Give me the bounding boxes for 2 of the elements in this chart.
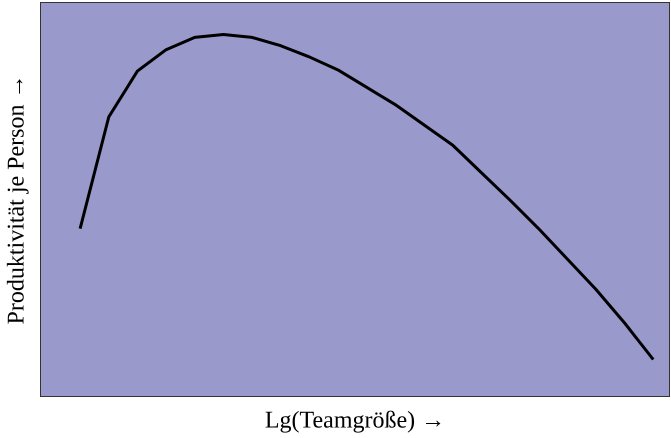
x-axis-title: Lg(Teamgröße) → bbox=[264, 408, 446, 434]
y-axis-title: Produktivität je Person → bbox=[4, 74, 30, 324]
